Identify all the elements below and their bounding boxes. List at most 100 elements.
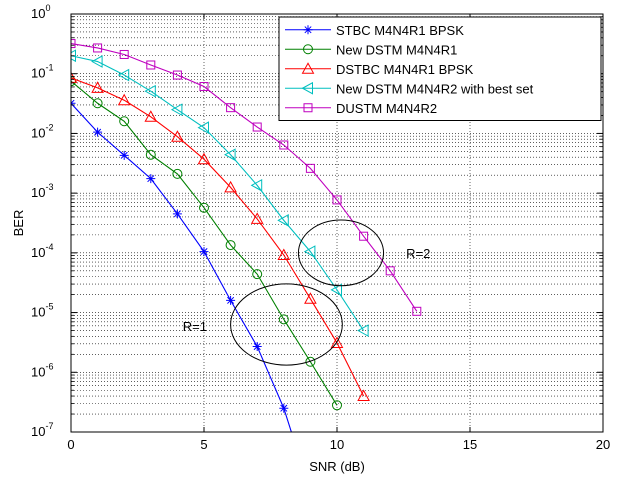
data-point: [250, 212, 264, 224]
data-point: [359, 231, 369, 241]
data-point: [197, 121, 209, 134]
data-point: [71, 39, 76, 49]
data-point: [332, 195, 342, 205]
data-point: [119, 49, 129, 59]
series-2: [71, 76, 342, 411]
data-point: [71, 49, 76, 63]
y-tick-label: 10-4: [31, 242, 53, 260]
series-4: [71, 49, 369, 337]
data-point: [117, 93, 131, 106]
data-point: [199, 247, 209, 257]
legend-entry: STBC M4N4R1 BPSK: [285, 23, 464, 38]
data-point: [279, 140, 289, 150]
data-point: [146, 174, 156, 184]
data-point: [277, 248, 291, 261]
data-point: [171, 130, 184, 142]
tick-labels: 0 5 10 15 20 100 10-1 10-2 10-3 10-4 10-5 10-6 10-7: [31, 3, 610, 452]
x-tick-label: 5: [200, 437, 207, 452]
data-point: [146, 60, 156, 70]
data-point: [252, 269, 263, 280]
legend-marker: [303, 44, 313, 55]
data-point: [170, 103, 183, 117]
data-point: [117, 68, 130, 82]
data-point: [357, 324, 369, 337]
data-point: [305, 356, 316, 367]
legend-entry: New DSTM M4N4R1: [285, 42, 457, 57]
data-point: [144, 84, 156, 98]
x-tick-label: 20: [596, 437, 610, 452]
y-tick-label: 10-6: [31, 361, 53, 379]
x-axis-label: SNR (dB): [309, 459, 365, 474]
y-tick-label: 10-5: [31, 302, 53, 320]
data-point: [278, 314, 289, 325]
y-tick-label: 10-7: [31, 421, 53, 439]
legend-marker: [303, 103, 313, 113]
y-tick-label: 10-3: [31, 182, 53, 200]
data-point: [71, 71, 78, 83]
legend-box: [278, 16, 602, 121]
data-point: [226, 103, 236, 113]
legend-label: DUSTM M4N4R2: [336, 101, 437, 116]
data-point: [277, 214, 289, 227]
series-1: [71, 98, 292, 432]
data-point: [252, 122, 262, 132]
data-point: [226, 295, 236, 305]
x-tick-label: 10: [330, 437, 344, 452]
data-point: [199, 82, 209, 92]
legend-entry: DUSTM M4N4R2: [285, 101, 437, 116]
data-point: [303, 245, 316, 258]
data-point: [305, 163, 315, 173]
data-point: [330, 283, 342, 297]
data-point: [145, 149, 156, 160]
x-tick-label: 15: [463, 437, 477, 452]
legend-marker: [301, 62, 315, 74]
data-point: [92, 98, 103, 109]
data-point: [332, 400, 342, 411]
x-tick-label: 0: [67, 437, 74, 452]
data-point: [91, 81, 104, 93]
data-point: [412, 306, 422, 316]
data-point: [252, 342, 262, 352]
data-point: [304, 292, 317, 304]
data-point: [119, 116, 130, 127]
data-point: [250, 179, 263, 192]
y-tick-label: 100: [31, 3, 50, 21]
legend-label: STBC M4N4R1 BPSK: [336, 23, 464, 38]
legend-marker: [301, 81, 313, 95]
data-point: [172, 168, 183, 179]
data-point: [225, 240, 236, 251]
legend-entry: DSTBC M4N4R1 BPSK: [285, 62, 474, 77]
data-point: [197, 152, 211, 165]
annotation-label: R=2: [406, 246, 430, 261]
series-3: [71, 71, 370, 402]
data-point: [93, 127, 103, 137]
series-5: [71, 39, 422, 316]
data-point: [279, 403, 289, 413]
data-point: [144, 110, 158, 122]
y-tick-label: 10-2: [31, 122, 53, 140]
data-point: [385, 266, 395, 276]
annotation-ellipse: [297, 219, 385, 287]
legend: STBC M4N4R1 BPSK New DSTM M4N4R1 DSTBC M4N…: [278, 16, 602, 121]
legend-label: New DSTM M4N4R1: [336, 42, 457, 57]
data-point: [199, 202, 209, 213]
y-axis-label: BER: [11, 210, 26, 237]
data-point: [330, 336, 344, 348]
data-point: [93, 43, 103, 53]
annotation-layer: R=2 R=1: [183, 219, 430, 366]
data-point: [91, 55, 103, 68]
data-point: [224, 180, 237, 193]
legend-label: DSTBC M4N4R1 BPSK: [336, 62, 474, 77]
series-line: [71, 77, 365, 397]
series-line: [71, 55, 365, 331]
series-line: [71, 80, 338, 406]
data-point: [119, 150, 129, 160]
legend-entry: New DSTM M4N4R2 with best set: [285, 81, 534, 96]
legend-marker: [303, 25, 313, 35]
data-point: [172, 70, 182, 80]
annotation-ellipse: [230, 283, 343, 366]
data-point: [172, 209, 182, 219]
series-layer: [71, 39, 422, 432]
y-tick-label: 10-1: [31, 63, 53, 81]
